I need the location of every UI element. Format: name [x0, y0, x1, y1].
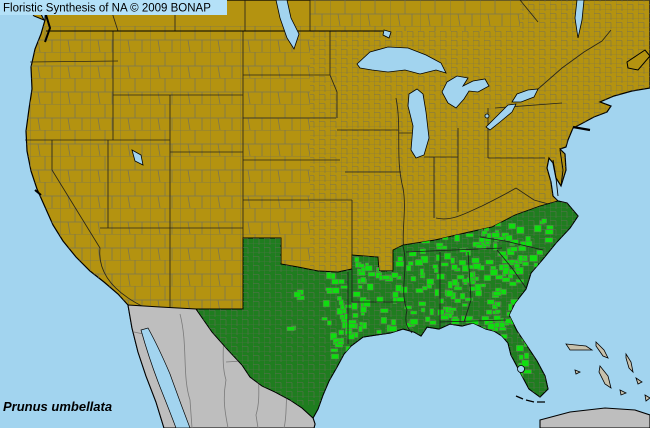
lake-ontario — [511, 88, 539, 103]
documented-county-marks — [286, 218, 554, 380]
great-salt-lake — [131, 149, 144, 166]
nova-scotia — [626, 49, 650, 71]
coastal-details — [34, 14, 591, 403]
great-lakes — [131, 0, 585, 373]
lake-of-the-woods — [382, 29, 392, 39]
florida-keys — [515, 395, 545, 403]
lake-okeechobee — [517, 365, 525, 373]
lake-michigan — [407, 88, 430, 159]
gulf-of-california — [140, 327, 191, 428]
lake-winnipeg — [275, 0, 300, 50]
lake-huron — [441, 75, 490, 109]
bahamas-islands — [565, 341, 650, 402]
species-label: Prunus umbellata — [3, 399, 112, 414]
cuba — [539, 407, 650, 428]
title-label-box — [0, 0, 227, 15]
map-title: Floristic Synthesis of NA © 2009 BONAP — [3, 3, 211, 15]
southeast-state-borders — [347, 236, 544, 344]
lake-champlain — [574, 0, 585, 39]
lake-superior — [356, 46, 447, 75]
state-borders — [25, 0, 612, 309]
lake-st-clair — [484, 113, 490, 119]
lake-erie — [485, 103, 517, 131]
